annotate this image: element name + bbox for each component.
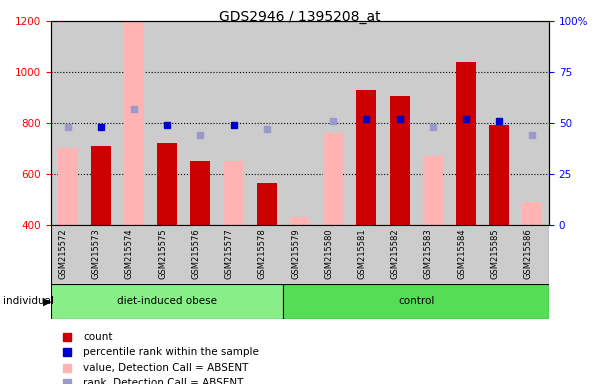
Bar bbox=[190, 161, 211, 225]
Text: control: control bbox=[398, 296, 434, 306]
Text: GSM215580: GSM215580 bbox=[324, 228, 333, 279]
Bar bbox=[257, 183, 277, 225]
Bar bbox=[157, 143, 177, 225]
Bar bbox=[290, 217, 310, 225]
Text: GSM215572: GSM215572 bbox=[59, 228, 68, 279]
Bar bbox=[523, 202, 542, 225]
Text: GSM215582: GSM215582 bbox=[391, 228, 400, 279]
Bar bbox=[283, 284, 549, 319]
Text: value, Detection Call = ABSENT: value, Detection Call = ABSENT bbox=[83, 363, 248, 373]
Text: GSM215578: GSM215578 bbox=[258, 228, 267, 279]
Bar bbox=[58, 148, 77, 225]
Bar bbox=[124, 21, 144, 225]
Text: GSM215579: GSM215579 bbox=[291, 228, 300, 279]
Bar bbox=[51, 225, 549, 292]
Bar bbox=[356, 90, 376, 225]
Text: diet-induced obese: diet-induced obese bbox=[117, 296, 217, 306]
Text: count: count bbox=[83, 332, 113, 342]
Text: GSM215581: GSM215581 bbox=[358, 228, 367, 279]
Text: GSM215583: GSM215583 bbox=[424, 228, 433, 279]
Text: GSM215586: GSM215586 bbox=[523, 228, 532, 279]
Bar bbox=[456, 62, 476, 225]
Text: GSM215575: GSM215575 bbox=[158, 228, 167, 279]
Bar bbox=[423, 156, 443, 225]
Bar bbox=[389, 96, 410, 225]
Bar bbox=[224, 161, 244, 225]
Text: GSM215584: GSM215584 bbox=[457, 228, 466, 279]
Text: individual: individual bbox=[3, 296, 54, 306]
Text: rank, Detection Call = ABSENT: rank, Detection Call = ABSENT bbox=[83, 378, 244, 384]
Bar bbox=[91, 146, 111, 225]
Bar bbox=[489, 126, 509, 225]
Bar bbox=[323, 133, 343, 225]
Text: GSM215573: GSM215573 bbox=[92, 228, 101, 279]
Text: ▶: ▶ bbox=[43, 296, 51, 306]
Bar bbox=[51, 284, 283, 319]
Text: GSM215574: GSM215574 bbox=[125, 228, 134, 279]
Text: GSM215577: GSM215577 bbox=[224, 228, 233, 279]
Text: GSM215585: GSM215585 bbox=[490, 228, 499, 279]
Text: GSM215576: GSM215576 bbox=[191, 228, 200, 279]
Text: GDS2946 / 1395208_at: GDS2946 / 1395208_at bbox=[219, 10, 381, 23]
Text: percentile rank within the sample: percentile rank within the sample bbox=[83, 347, 259, 358]
